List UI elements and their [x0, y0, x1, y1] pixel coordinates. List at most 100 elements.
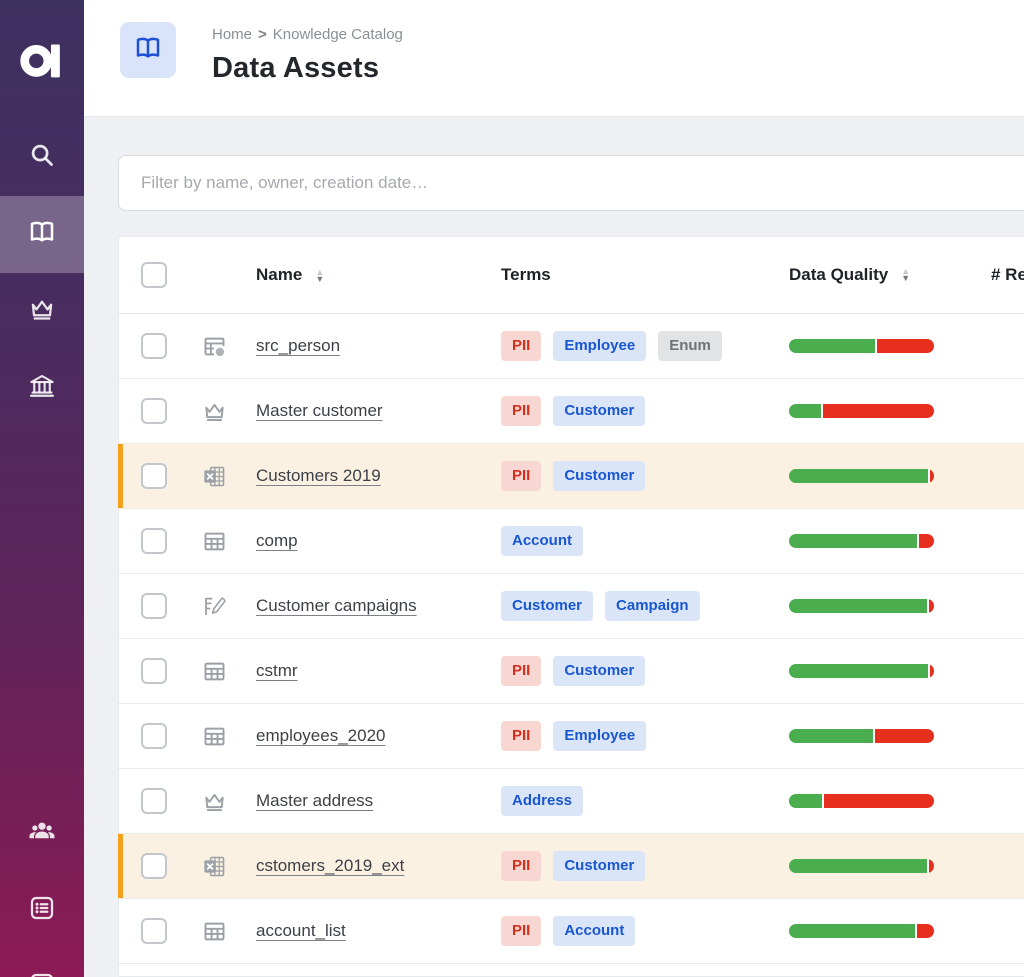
term-badge-pii: PII [501, 396, 542, 426]
asset-name-link[interactable]: cstomers_2019_ext [256, 856, 405, 875]
breadcrumb-home[interactable]: Home [212, 26, 253, 43]
sidebar-item-master-data[interactable] [0, 273, 84, 350]
dq-green-segment [789, 339, 875, 353]
sort-data-quality-control[interactable]: ▲ ▼ [901, 266, 911, 283]
column-header-name: Name [256, 265, 303, 284]
row-checkbox[interactable] [141, 788, 167, 814]
dq-green-segment [789, 729, 874, 743]
sidebar-item-tasks[interactable] [0, 872, 84, 949]
sidebar-item-sources[interactable] [0, 350, 84, 427]
table-row[interactable]: Master address Address [119, 769, 1024, 834]
asset-name-link[interactable]: employees_2020 [256, 726, 386, 745]
dq-gap [926, 599, 929, 613]
table-row[interactable]: employees_2020 PII Employee [119, 704, 1024, 769]
column-header-data-quality: Data Quality [789, 265, 889, 284]
sort-up-icon: ▲ [901, 266, 911, 276]
table-header-row: Name▲▼ Terms Data Quality▲▼ # Records [119, 237, 1024, 314]
term-badge-customer: Customer [553, 461, 646, 491]
dq-gap [874, 339, 877, 353]
sidebar-item-bottom-clipped[interactable] [0, 949, 84, 977]
table-row[interactable]: cstomers_2019_ext PII Customer [118, 834, 1024, 899]
terms-cell: Address [501, 786, 789, 816]
people-icon [27, 816, 57, 851]
term-badge-pii: PII [501, 331, 542, 361]
table-edit-icon [201, 593, 256, 620]
breadcrumb: Home > Knowledge Catalog [212, 26, 403, 43]
dq-gap [915, 924, 918, 938]
open-book-icon [133, 33, 163, 68]
table-row[interactable]: account_list PII Account [119, 899, 1024, 964]
table-row[interactable]: Master customer PII Customer [119, 379, 1024, 444]
dq-green-segment [789, 924, 916, 938]
table-row[interactable]: Customer campaigns Customer Campaign [119, 574, 1024, 639]
excel-icon [201, 463, 256, 490]
asset-name-link[interactable]: Customer campaigns [256, 596, 417, 615]
table-row[interactable]: comp Account [119, 509, 1024, 574]
asset-name-link[interactable]: Master customer [256, 401, 383, 420]
sort-up-icon: ▲ [315, 266, 325, 277]
term-badge-enum: Enum [658, 331, 722, 361]
term-badge-pii: PII [501, 851, 542, 881]
term-badge-customer: Customer [553, 851, 646, 881]
book-icon [27, 217, 57, 252]
sort-down-icon: ▼ [901, 273, 911, 283]
table-source-icon [201, 333, 256, 360]
row-checkbox[interactable] [141, 723, 167, 749]
breadcrumb-knowledge-catalog[interactable]: Knowledge Catalog [272, 26, 403, 43]
data-quality-bar [789, 534, 934, 548]
dq-green-segment [789, 599, 927, 613]
term-badge-campaign: Campaign [605, 591, 700, 621]
page-title: Data Assets [212, 52, 380, 84]
table-row[interactable]: src_person PII Employee Enum [119, 314, 1024, 379]
dq-red-segment [928, 859, 934, 873]
column-header-terms: Terms [501, 265, 551, 284]
dq-green-segment [789, 859, 927, 873]
search-icon [27, 140, 57, 175]
data-quality-bar [789, 599, 934, 613]
table-icon [201, 528, 256, 555]
sidebar-item-search[interactable] [0, 119, 84, 196]
select-all-checkbox[interactable] [141, 262, 167, 288]
dq-gap [873, 729, 876, 743]
asset-name-link[interactable]: account_list [256, 921, 346, 940]
logo-a-icon [20, 44, 60, 77]
filter-input[interactable] [118, 155, 1024, 211]
data-quality-bar [789, 664, 934, 678]
row-checkbox[interactable] [141, 593, 167, 619]
row-checkbox[interactable] [141, 528, 167, 554]
excel-icon [201, 853, 256, 880]
crown-icon [201, 398, 256, 425]
row-checkbox[interactable] [141, 333, 167, 359]
row-checkbox[interactable] [141, 853, 167, 879]
sort-down-icon: ▼ [315, 273, 325, 284]
data-quality-bar [789, 404, 934, 418]
row-checkbox[interactable] [141, 658, 167, 684]
dq-green-segment [789, 534, 917, 548]
asset-name-link[interactable]: Customers 2019 [256, 466, 381, 485]
sidebar-item-knowledge-catalog[interactable] [0, 196, 84, 273]
asset-name-link[interactable]: cstmr [256, 661, 298, 680]
terms-cell: Account [501, 526, 789, 556]
table-icon [201, 918, 256, 945]
dq-gap [928, 469, 931, 483]
data-quality-bar [789, 339, 934, 353]
app-logo[interactable] [0, 0, 84, 117]
term-badge-pii: PII [501, 656, 542, 686]
data-quality-bar [789, 794, 934, 808]
data-quality-bar [789, 924, 934, 938]
breadcrumb-separator: > [258, 26, 267, 43]
terms-cell: Customer Campaign [501, 591, 789, 621]
row-checkbox[interactable] [141, 918, 167, 944]
column-header-records: # Records [991, 265, 1024, 284]
asset-name-link[interactable]: src_person [256, 336, 341, 355]
table-icon [201, 658, 256, 685]
sort-name-control[interactable]: ▲ ▼ [315, 266, 325, 284]
row-checkbox[interactable] [141, 463, 167, 489]
table-row[interactable]: cstmr PII Customer [119, 639, 1024, 704]
sidebar-item-people[interactable] [0, 795, 84, 872]
asset-name-link[interactable]: comp [256, 531, 298, 550]
row-checkbox[interactable] [141, 398, 167, 424]
table-row[interactable]: Customers 2019 PII Customer [118, 444, 1024, 509]
asset-name-link[interactable]: Master address [256, 791, 374, 810]
term-badge-pii: PII [501, 461, 542, 491]
